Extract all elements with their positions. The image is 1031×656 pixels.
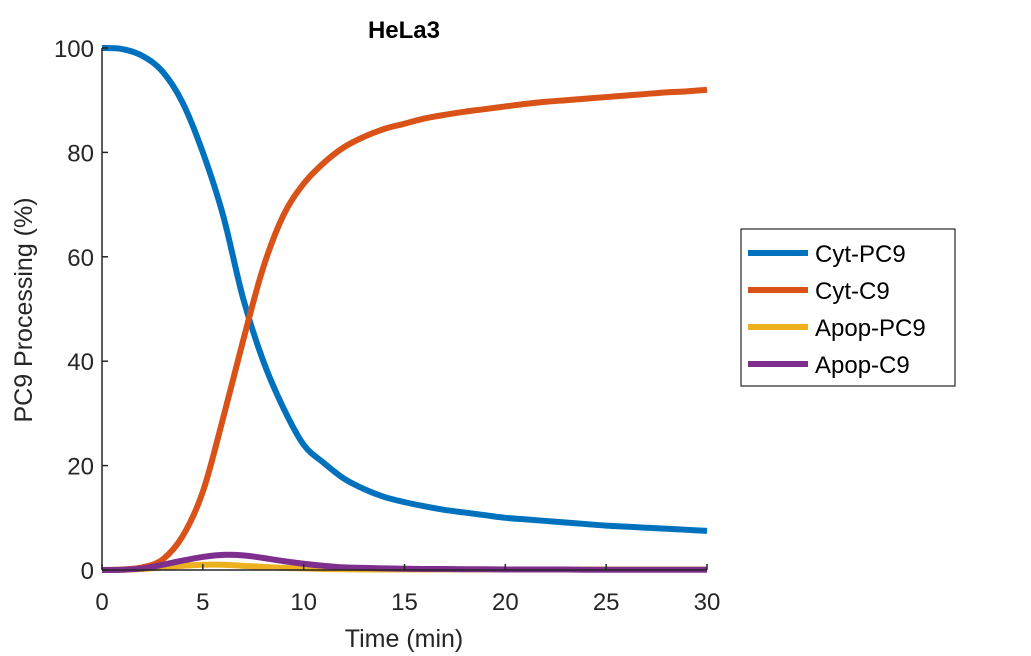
y-tick-label: 40 xyxy=(67,349,94,376)
y-axis-label: PC9 Processing (%) xyxy=(10,197,38,422)
legend-label-1: Cyt-PC9 xyxy=(815,241,906,268)
y-tick-label: 0 xyxy=(81,558,94,585)
x-tick-label: 25 xyxy=(593,589,620,616)
x-tick-label: 20 xyxy=(492,589,519,616)
y-ticks: 0 20 40 60 80 100 xyxy=(54,36,108,585)
series-line-1 xyxy=(101,45,708,534)
x-axis-label: Time (min) xyxy=(345,625,464,653)
y-tick-label: 80 xyxy=(67,140,94,167)
x-tick-label: 5 xyxy=(196,589,209,616)
x-ticks: 0 5 10 15 20 25 30 xyxy=(95,564,720,616)
x-tick-label: 15 xyxy=(391,589,418,616)
x-tick-label: 30 xyxy=(694,589,721,616)
series-line-2 xyxy=(101,86,708,573)
legend: Cyt-PC9 Cyt-C9 Apop-PC9 Apop-C9 xyxy=(740,228,956,387)
legend-label-3: Apop-PC9 xyxy=(815,315,926,342)
y-tick-label: 60 xyxy=(67,245,94,272)
chart-title: HeLa3 xyxy=(368,17,440,44)
plot-lines xyxy=(101,45,708,573)
legend-label-4: Apop-C9 xyxy=(815,352,910,379)
y-tick-label: 100 xyxy=(54,36,94,63)
legend-label-2: Cyt-C9 xyxy=(815,278,890,305)
y-tick-label: 20 xyxy=(67,454,94,481)
x-tick-label: 10 xyxy=(290,589,317,616)
x-tick-label: 0 xyxy=(95,589,108,616)
